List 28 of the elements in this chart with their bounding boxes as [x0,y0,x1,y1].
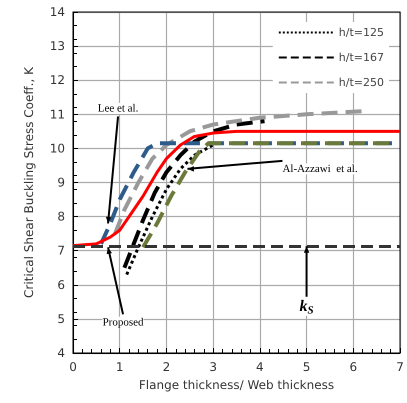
x-tick-label: 7 [396,360,404,374]
y-tick-label: 5 [57,312,65,326]
y-tick-label: 4 [57,346,65,360]
legend-label: h/t=125 [338,26,384,39]
annotation: Al-Azzawi et al. [282,162,358,175]
y-tick-label: 7 [57,244,65,258]
y-tick-label: 13 [50,39,65,54]
legend-label: h/t=250 [338,76,384,89]
y-tick-label: 8 [57,210,65,224]
y-tick-label: 11 [50,107,65,122]
annotation: Lee et al. [98,102,139,114]
y-tick-label: 6 [57,278,65,292]
x-tick-label: 0 [69,360,77,374]
x-tick-label: 1 [116,360,124,374]
x-tick-label: 2 [162,360,170,374]
legend-label: h/t=167 [338,51,384,64]
y-tick-label: 9 [57,176,65,190]
y-tick-label: 12 [50,73,65,88]
x-axis-title: Flange thickness/ Web thickness [138,378,334,392]
y-tick-label: 14 [50,5,65,19]
x-tick-label: 3 [209,360,217,374]
line-series [72,130,402,248]
y-tick-label: 10 [50,141,65,156]
annotation: Proposed [102,316,144,328]
x-tick-label: 5 [302,360,310,374]
y-axis-title: Critical Shear Buckling Stress Coeff., K [22,66,36,298]
x-tick-label: 6 [349,360,358,374]
x-tick-label: 4 [256,360,264,374]
